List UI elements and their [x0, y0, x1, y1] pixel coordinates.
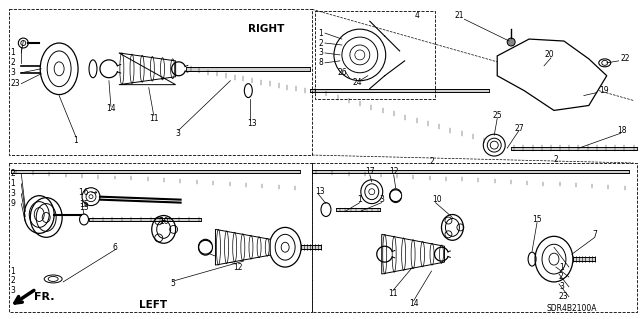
Polygon shape: [186, 67, 310, 70]
Polygon shape: [216, 229, 270, 265]
Text: 1: 1: [10, 266, 15, 276]
Text: 1: 1: [10, 48, 15, 57]
Text: 6: 6: [113, 243, 118, 252]
Text: 12: 12: [234, 263, 243, 271]
Text: 1: 1: [73, 136, 78, 145]
Text: 15: 15: [79, 203, 89, 212]
Text: 3: 3: [318, 48, 323, 57]
Text: 25: 25: [492, 111, 502, 120]
Polygon shape: [573, 257, 595, 261]
Text: 7: 7: [593, 230, 598, 239]
Text: 23: 23: [559, 292, 568, 301]
Text: 5: 5: [171, 279, 175, 288]
Text: 9: 9: [10, 199, 15, 208]
Text: 2: 2: [429, 158, 435, 167]
Polygon shape: [310, 89, 489, 92]
Text: 10: 10: [433, 195, 442, 204]
Text: 8: 8: [318, 58, 323, 67]
Text: 2: 2: [10, 169, 15, 178]
Text: FR.: FR.: [35, 292, 55, 302]
Polygon shape: [12, 170, 300, 174]
Text: 15: 15: [532, 215, 541, 224]
Polygon shape: [336, 208, 380, 211]
Text: 17: 17: [365, 167, 374, 176]
Text: 13: 13: [315, 187, 324, 196]
Text: 12: 12: [390, 167, 399, 176]
Polygon shape: [301, 245, 321, 249]
Text: 27: 27: [514, 124, 524, 133]
Text: 3: 3: [10, 189, 15, 198]
Text: LEFT: LEFT: [139, 300, 167, 310]
Text: 14: 14: [106, 104, 116, 113]
Text: 3: 3: [380, 195, 385, 204]
Text: RIGHT: RIGHT: [248, 24, 285, 34]
Text: 15: 15: [79, 200, 89, 209]
Text: 2: 2: [318, 39, 323, 48]
Text: 26: 26: [338, 68, 348, 77]
Text: 1: 1: [10, 179, 15, 188]
Text: 1: 1: [318, 29, 323, 38]
Text: 21: 21: [454, 11, 464, 20]
Text: 11: 11: [388, 289, 397, 298]
Text: 19: 19: [599, 86, 609, 95]
Text: 2: 2: [559, 272, 564, 281]
Text: 3: 3: [175, 129, 180, 138]
Polygon shape: [312, 170, 628, 174]
Polygon shape: [381, 234, 444, 274]
Text: 24: 24: [353, 78, 362, 87]
Text: 3: 3: [559, 282, 564, 291]
Text: 10: 10: [159, 217, 168, 226]
Text: 3: 3: [10, 286, 15, 295]
Polygon shape: [511, 147, 637, 150]
Text: 4: 4: [415, 11, 419, 20]
Text: 1: 1: [357, 195, 362, 204]
Text: 14: 14: [410, 299, 419, 308]
Text: 22: 22: [621, 54, 630, 63]
Text: 18: 18: [617, 126, 626, 135]
Circle shape: [507, 38, 515, 46]
Text: 1: 1: [559, 263, 564, 271]
Polygon shape: [119, 53, 175, 85]
Text: 23: 23: [10, 79, 20, 88]
Text: 13: 13: [247, 119, 257, 128]
Text: 20: 20: [544, 50, 554, 59]
Text: 2: 2: [10, 58, 15, 67]
Text: 2: 2: [554, 155, 559, 165]
Text: 2: 2: [10, 277, 15, 286]
Text: 3: 3: [10, 68, 15, 77]
Text: SDR4B2100A: SDR4B2100A: [546, 304, 596, 313]
Text: 16 →: 16 →: [79, 188, 97, 197]
Text: 11: 11: [148, 114, 158, 123]
Polygon shape: [497, 39, 607, 110]
Polygon shape: [89, 218, 200, 221]
